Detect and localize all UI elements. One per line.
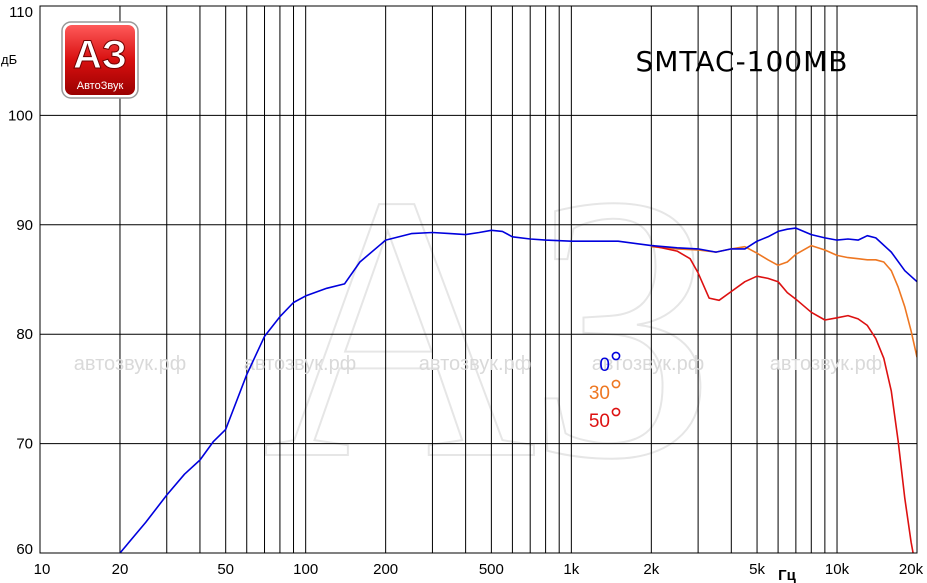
- watermark-row: автозвук.рф автозвук.рф автозвук.рф автозву…: [74, 353, 882, 375]
- x-tick-labels: 10 20 50 100 200 500 1k 2k 5k 10k 20k: [34, 561, 924, 578]
- x-tick-label: 5k: [749, 561, 765, 578]
- grid: [40, 6, 917, 553]
- svg-text:АЗ: АЗ: [262, 117, 717, 538]
- x-tick-label: 1k: [563, 561, 579, 578]
- y-axis-unit: дБ: [1, 52, 17, 67]
- x-tick-label: 50: [217, 561, 234, 578]
- y-tick-label: 80: [16, 326, 33, 343]
- chart-title: SMTAC-100MB: [636, 45, 849, 78]
- y-tick-label: 60: [16, 541, 33, 558]
- x-tick-label: 20k: [899, 561, 924, 578]
- x-tick-label: 10k: [825, 561, 850, 578]
- x-tick-label: 10: [34, 561, 51, 578]
- watermark-text: автозвук.рф: [770, 353, 882, 375]
- logo-caption: АвтоЗвук: [77, 80, 124, 92]
- degree-mark: [611, 407, 621, 417]
- y-tick-labels: 60 70 80 90 100 110: [8, 4, 33, 558]
- plot-frame: [39, 5, 918, 554]
- brand-logo: АЗ АвтоЗвук: [61, 21, 139, 99]
- x-axis-unit: Гц: [778, 567, 797, 583]
- y-tick-label: 110: [9, 4, 33, 21]
- legend-item-0-deg: 0: [599, 351, 621, 376]
- degree-mark: [611, 379, 621, 389]
- watermark-text: автозвук.рф: [74, 353, 186, 375]
- x-tick-label: 2k: [643, 561, 659, 578]
- watermark-text: автозвук.рф: [419, 353, 531, 375]
- legend-label: 50: [589, 411, 610, 432]
- x-tick-label: 200: [373, 561, 398, 578]
- legend: 0 30 50: [589, 351, 621, 432]
- logo-mark: АЗ: [73, 33, 127, 77]
- series-line-50-deg: [651, 244, 914, 553]
- x-tick-label: 500: [479, 561, 504, 578]
- x-tick-label: 100: [293, 561, 318, 578]
- degree-mark: [611, 351, 621, 361]
- watermark-monogram: АЗ: [261, 116, 718, 539]
- series-line-0-deg: [119, 227, 917, 553]
- legend-label: 30: [589, 383, 610, 404]
- y-tick-label: 70: [16, 436, 33, 453]
- x-tick-label: 20: [112, 561, 129, 578]
- legend-item-30-deg: 30: [589, 379, 621, 404]
- y-tick-label: 100: [8, 107, 33, 124]
- y-tick-label: 90: [16, 217, 33, 234]
- legend-item-50-deg: 50: [589, 407, 621, 432]
- legend-label: 0: [599, 355, 610, 376]
- watermark-text: автозвук.рф: [592, 353, 704, 375]
- watermark-text: автозвук.рф: [244, 353, 356, 375]
- series-group: [119, 227, 917, 553]
